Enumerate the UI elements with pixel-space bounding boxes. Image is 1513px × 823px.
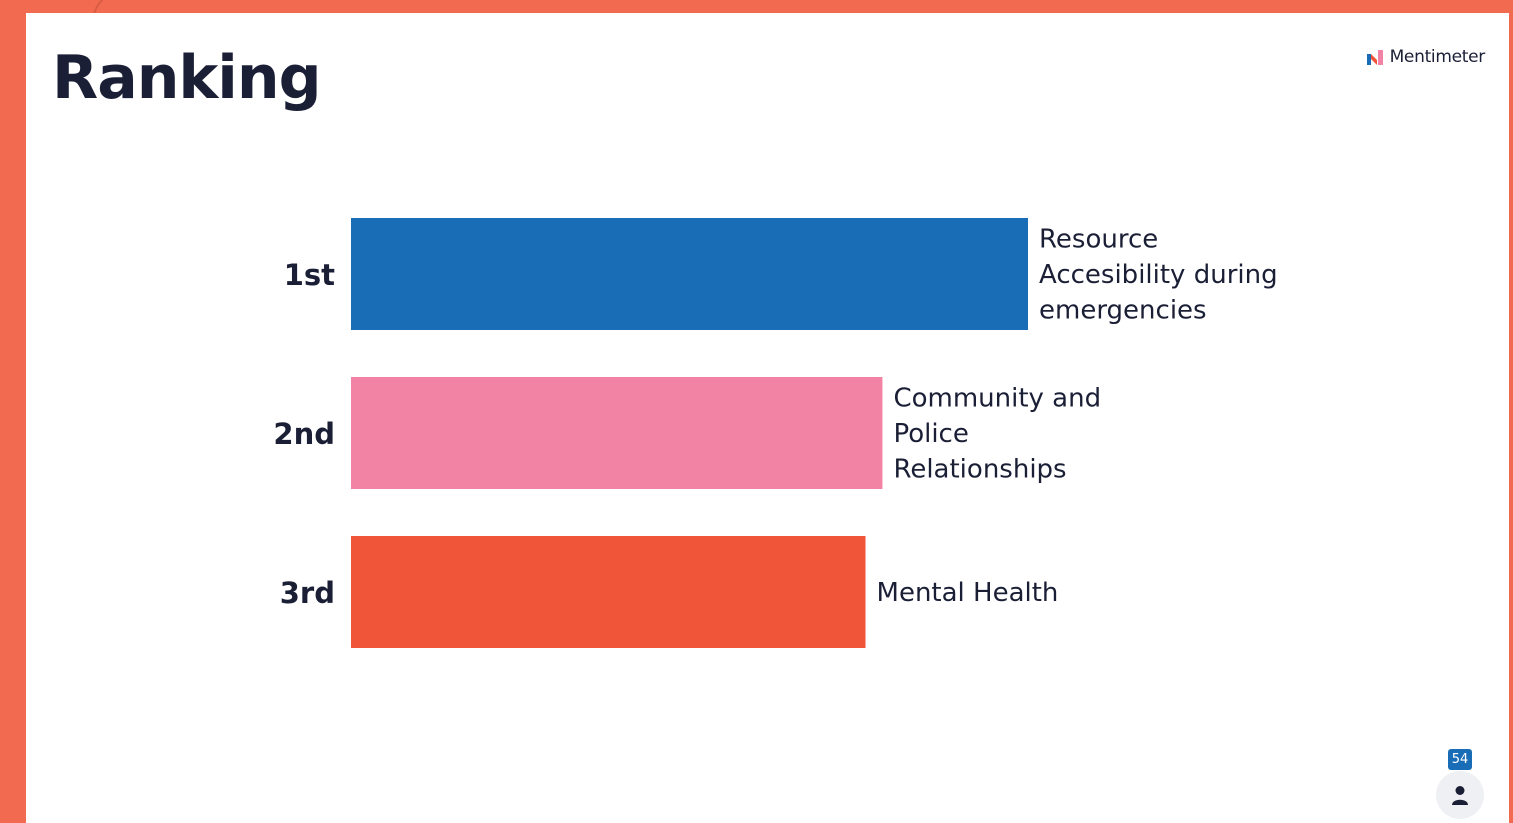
rank-label: 1st bbox=[284, 258, 335, 292]
ranking-bar bbox=[351, 377, 883, 489]
slide-title: Ranking bbox=[52, 43, 322, 113]
rank-label: 2nd bbox=[273, 417, 335, 451]
mentimeter-logo-icon bbox=[1366, 49, 1384, 65]
bar-label: Resource Accesibility during emergencies bbox=[1039, 225, 1278, 326]
mentimeter-brand: Mentimeter bbox=[1366, 47, 1486, 67]
brand-name: Mentimeter bbox=[1389, 47, 1486, 67]
bar-label-line: emergencies bbox=[1039, 296, 1207, 326]
background-decoration bbox=[92, 0, 134, 22]
bar-label-line: Mental Health bbox=[877, 578, 1059, 608]
participant-count-badge: 54 bbox=[1448, 749, 1472, 770]
bar-label: Mental Health bbox=[877, 578, 1059, 608]
bar-label: Community and Police Relationships bbox=[893, 384, 1101, 485]
ranking-bar bbox=[351, 218, 1028, 330]
bar-label-line: Community and bbox=[893, 384, 1101, 414]
person-icon bbox=[1436, 771, 1484, 819]
bar-label-line: Accesibility during bbox=[1039, 260, 1278, 290]
participants-indicator[interactable]: 54 bbox=[1436, 749, 1484, 819]
bar-label-line: Police bbox=[893, 419, 968, 449]
ranking-bar bbox=[351, 536, 866, 648]
ranking-chart: 1st Resource Accesibility during emergencie… bbox=[273, 218, 1278, 648]
rank-label: 3rd bbox=[280, 576, 335, 610]
slide: Ranking Mentimeter 1st Resource Accesibili… bbox=[26, 13, 1509, 823]
bar-label-line: Resource bbox=[1039, 225, 1158, 255]
bar-label-line: Relationships bbox=[893, 455, 1066, 485]
